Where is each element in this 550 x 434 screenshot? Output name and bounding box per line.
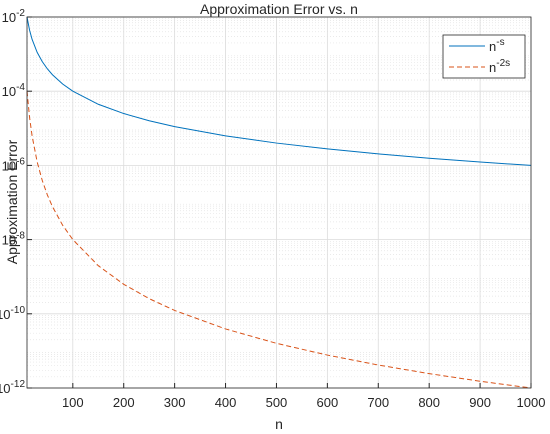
x-tick-label: 400 bbox=[215, 395, 237, 410]
y-tick-label: 10-4 bbox=[2, 82, 26, 100]
y-tick-label: 10-2 bbox=[2, 8, 26, 26]
legend-label: n-2s bbox=[489, 58, 510, 76]
y-axis-label: Approximation Error bbox=[4, 139, 20, 264]
x-tick-label: 800 bbox=[418, 395, 440, 410]
x-tick-label: 300 bbox=[164, 395, 186, 410]
y-tick-label: 10-6 bbox=[2, 156, 26, 174]
series-line bbox=[26, 91, 532, 389]
x-tick-label: 700 bbox=[367, 395, 389, 410]
x-tick-label: 600 bbox=[317, 395, 339, 410]
x-tick-label: 900 bbox=[469, 395, 491, 410]
series-line bbox=[26, 16, 532, 166]
legend: n-s n-2s bbox=[442, 34, 526, 79]
x-axis-label: n bbox=[275, 416, 283, 432]
y-tick-label: 10-12 bbox=[0, 379, 25, 397]
x-tick-label: 200 bbox=[113, 395, 135, 410]
y-tick-label: 10-10 bbox=[0, 304, 25, 322]
axes-box bbox=[26, 16, 532, 389]
legend-label: n-s bbox=[489, 37, 505, 55]
chart-title: Approximation Error vs. n bbox=[200, 1, 358, 17]
x-tick-label: 500 bbox=[266, 395, 288, 410]
x-tick-label: 1000 bbox=[517, 395, 546, 410]
legend-box bbox=[442, 34, 526, 79]
plot-area bbox=[27, 17, 531, 388]
x-tick-label: 100 bbox=[62, 395, 84, 410]
y-tick-label: 10-8 bbox=[2, 230, 26, 248]
